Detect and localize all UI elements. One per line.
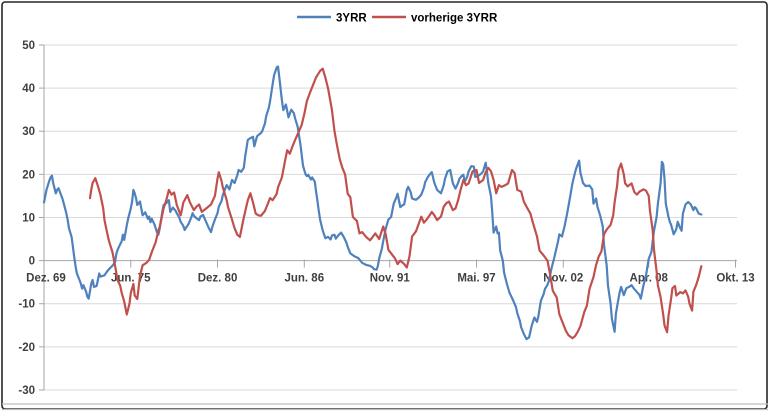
bottom-frame-strip [2,403,768,411]
y-axis-label-50: 50 [22,40,35,52]
y-tick-labels: 50 40 30 20 10 0 -10 -20 -30 [18,40,35,397]
x-axis-label-4: Nov. 91 [370,273,411,285]
x-axis-label-6: Nov. 02 [543,273,583,285]
y-axis-label-0: 0 [29,256,35,268]
y-axis-label--20: -20 [18,342,35,354]
y-axis-label--30: -30 [18,385,35,397]
y-axis-label-20: 20 [22,169,35,181]
x-axis-label-3: Jun. 86 [284,273,324,285]
series-lines [42,65,703,341]
series-line-3yrr [42,65,703,341]
y-axis-label-30: 30 [22,126,35,138]
y-axis-label-40: 40 [22,83,35,95]
x-axis-label-5: Mai. 97 [457,273,495,285]
x-axis-label-2: Dez. 80 [198,273,238,285]
x-axis-label-7: Apr. 08 [630,273,669,285]
legend: 3YRR vorherige 3YRR [297,13,498,25]
y-axis-label--10: -10 [18,299,35,311]
x-axis-label-8: Okt. 13 [716,273,754,285]
x-axis-label-0: Dez. 69 [26,273,66,285]
series-line-vorherige-3yrr [88,67,703,340]
legend-label-3yrr: 3YRR [336,13,367,25]
y-axis-label-10: 10 [22,212,35,224]
legend-label-vorherige-3yrr: vorherige 3YRR [411,13,498,25]
